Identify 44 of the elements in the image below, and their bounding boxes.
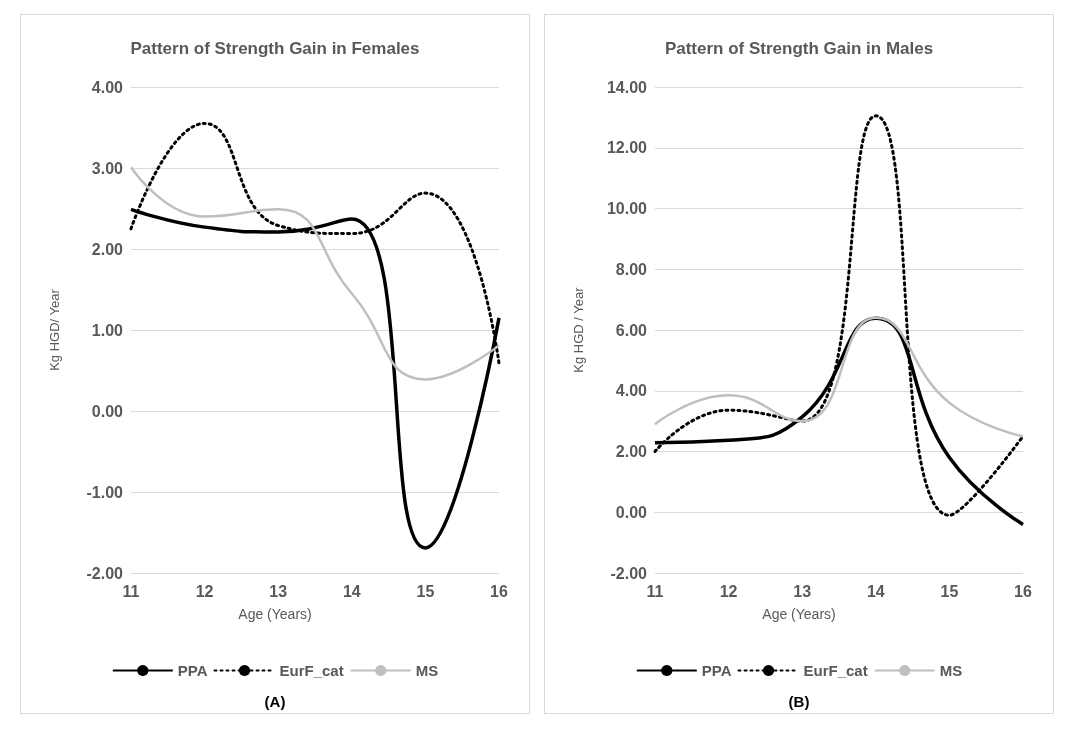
- y-tick-label: 10.00: [606, 200, 648, 217]
- x-tick-label: 11: [122, 582, 140, 600]
- text: (A): [264, 693, 286, 710]
- chart-title: Pattern of Strength Gain in Males: [664, 39, 934, 58]
- y-axis-title: Kg HGD/ Year: [47, 288, 62, 371]
- x-tick-label: 14: [866, 582, 885, 600]
- x-axis-title: Age (Years): [762, 606, 836, 622]
- legend-label: PPA: [701, 662, 732, 679]
- y-tick-label: 4.00: [615, 382, 648, 400]
- y-tick-label: 2.00: [615, 443, 648, 460]
- y-tick-label: 4.00: [91, 78, 124, 96]
- y-tick-label: 0.00: [615, 503, 648, 521]
- x-tick-label: 16: [1014, 582, 1032, 600]
- x-tick-label: 11: [646, 582, 664, 600]
- x-tick-label: 15: [940, 582, 959, 600]
- y-tick-label: 3.00: [91, 159, 124, 177]
- legend-label: MS: [415, 662, 439, 679]
- y-tick-label: 12.00: [606, 139, 648, 157]
- text: (B): [788, 693, 810, 710]
- legend-label: MS: [939, 662, 963, 679]
- line-series: [653, 316, 1025, 438]
- y-tick-label: 2.00: [91, 240, 124, 258]
- y-tick-label: 1.00: [91, 321, 124, 339]
- y-tick-label: -1.00: [86, 483, 124, 501]
- x-axis-title: Age (Years): [238, 606, 312, 622]
- line-series: [129, 165, 501, 381]
- y-tick-label: 6.00: [615, 321, 648, 339]
- legend-label: EurF_cat: [803, 662, 868, 679]
- x-tick-label: 12: [195, 582, 214, 600]
- legend-label: EurF_cat: [279, 662, 344, 679]
- x-tick-label: 14: [342, 582, 361, 600]
- x-tick-label: 13: [793, 582, 812, 600]
- chart-title: Pattern of Strength Gain in Females: [130, 39, 420, 58]
- legend-label: PPA: [177, 662, 208, 679]
- x-tick-label: 12: [719, 582, 738, 600]
- x-tick-label: 13: [269, 582, 288, 600]
- y-axis-title: Kg HGD / Year: [571, 286, 586, 373]
- y-tick-label: -2.00: [610, 564, 648, 582]
- x-tick-label: 16: [490, 582, 508, 600]
- y-tick-label: 8.00: [615, 260, 648, 278]
- y-tick-label: -2.00: [86, 564, 124, 582]
- y-tick-label: 14.00: [606, 78, 648, 96]
- x-tick-label: 15: [416, 582, 435, 600]
- y-tick-label: 0.00: [91, 402, 124, 420]
